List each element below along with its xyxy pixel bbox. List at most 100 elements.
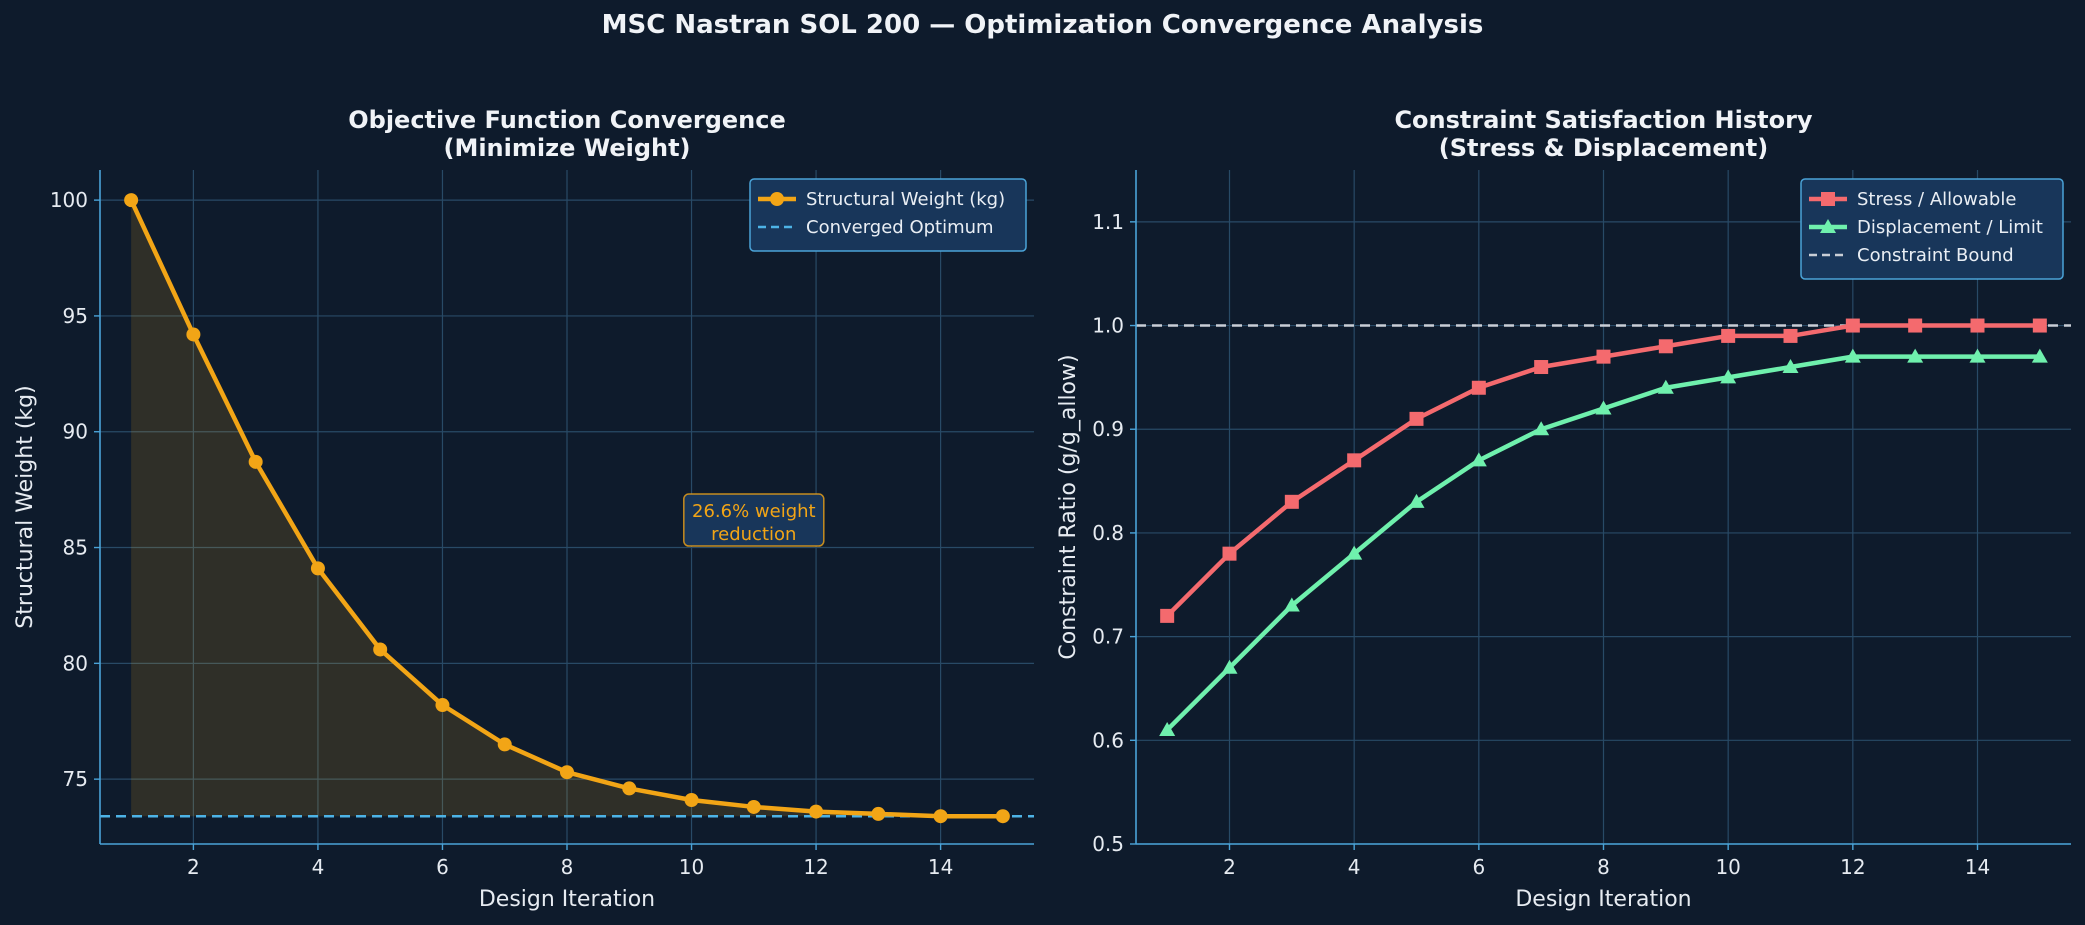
x-tick-label: 4	[312, 855, 325, 879]
data-point	[560, 765, 574, 780]
y-tick-label: 1.0	[1092, 314, 1124, 338]
y-tick-label: 0.7	[1092, 625, 1124, 649]
data-point	[435, 698, 450, 713]
data-point	[2031, 348, 2048, 363]
data-point	[1284, 494, 1299, 509]
data-point	[1844, 348, 1861, 363]
y-tick-label: 0.6	[1092, 728, 1124, 752]
legend-label: Structural Weight (kg)	[806, 189, 1005, 210]
data-point	[1159, 721, 1176, 736]
data-point	[1534, 360, 1549, 375]
data-point	[622, 781, 637, 796]
chart-subtitle: (Stress & Displacement)	[1439, 134, 1768, 162]
data-point	[1907, 348, 1924, 363]
data-point	[1346, 545, 1363, 560]
legend-entry: Constraint Bound	[1809, 245, 2014, 266]
data-point	[1908, 318, 1923, 333]
y-tick-label: 75	[63, 767, 88, 791]
x-tick-label: 12	[1840, 855, 1865, 879]
data-point	[1845, 318, 1860, 333]
data-point	[1595, 400, 1612, 415]
x-tick-label: 4	[1348, 855, 1361, 879]
legend-marker	[1820, 219, 1836, 233]
legend-label: Stress / Allowable	[1857, 189, 2016, 210]
data-point	[1657, 379, 1674, 394]
data-point	[1283, 597, 1300, 612]
x-tick-label: 14	[1965, 855, 1990, 879]
legend-label: Converged Optimum	[806, 217, 994, 238]
x-tick-label: 6	[1472, 855, 1485, 879]
x-tick-label: 2	[187, 855, 200, 879]
y-tick-label: 90	[63, 420, 88, 444]
data-point	[746, 799, 761, 814]
data-point	[1970, 318, 1985, 333]
legend-marker	[1821, 192, 1835, 206]
data-point	[1783, 328, 1798, 343]
legend-entry: Displacement / Limit	[1809, 217, 2043, 238]
x-axis-label: Design Iteration	[479, 887, 655, 912]
y-tick-label: 0.8	[1092, 521, 1124, 545]
data-point	[809, 804, 824, 819]
x-tick-label: 10	[1715, 855, 1740, 879]
y-tick-label: 95	[63, 304, 88, 328]
y-tick-label: 0.9	[1092, 417, 1124, 441]
data-point	[497, 737, 512, 752]
data-point	[186, 327, 201, 342]
annotation-text: 26.6% weight	[692, 501, 816, 522]
legend-box	[1800, 178, 2064, 280]
x-tick-label: 2	[1223, 855, 1236, 879]
x-tick-label: 8	[1597, 855, 1610, 879]
y-axis-label: Structural Weight (kg)	[13, 385, 38, 628]
y-tick-label: 1.1	[1092, 210, 1124, 234]
annotation-box	[683, 493, 825, 547]
legend-label: Displacement / Limit	[1857, 217, 2043, 238]
series-1	[1160, 318, 2047, 623]
legend: Stress / Allowable Displacement / Limit Co…	[1800, 178, 2064, 280]
data-point	[1409, 411, 1424, 426]
legend-label: Constraint Bound	[1857, 245, 2014, 266]
grid	[100, 170, 1034, 844]
chart-subtitle: (Minimize Weight)	[443, 134, 690, 162]
x-axis-label: Design Iteration	[1515, 887, 1691, 912]
data-point	[1160, 608, 1175, 623]
chart-title: Objective Function Convergence	[348, 106, 786, 134]
data-point	[1533, 421, 1550, 436]
data-point	[995, 809, 1010, 824]
legend-entry: Structural Weight (kg)	[758, 189, 1005, 210]
x-tick-label: 14	[928, 855, 953, 879]
data-point	[1470, 452, 1487, 467]
chart-panel-1: Objective Function Convergence(Minimize …	[13, 106, 1034, 912]
chart-title: Constraint Satisfaction History	[1394, 106, 1812, 134]
data-point	[248, 454, 263, 469]
x-tick-label: 12	[803, 855, 828, 879]
legend: Structural Weight (kg) Converged Optimum	[749, 178, 1027, 252]
data-point	[933, 809, 948, 824]
series-2	[1159, 348, 2048, 736]
series-1	[124, 193, 1010, 824]
data-point	[1408, 493, 1425, 508]
data-point	[1221, 659, 1238, 674]
y-tick-label: 85	[63, 536, 88, 560]
data-point	[1222, 546, 1237, 561]
legend-entry: Converged Optimum	[758, 217, 994, 238]
data-point	[1969, 348, 1986, 363]
data-point	[1347, 453, 1362, 468]
data-point	[373, 642, 388, 657]
chart-panel-2: Constraint Satisfaction History(Stress &…	[1056, 106, 2071, 912]
x-tick-label: 10	[679, 855, 704, 879]
y-tick-label: 100	[50, 188, 88, 212]
data-point	[1471, 380, 1486, 395]
data-point	[2032, 318, 2047, 333]
figure-title: MSC Nastran SOL 200 — Optimization Conve…	[601, 10, 1484, 40]
data-point	[310, 561, 325, 576]
legend-box	[749, 178, 1027, 252]
x-tick-label: 6	[436, 855, 449, 879]
data-point	[1782, 359, 1799, 374]
data-point	[1596, 349, 1611, 364]
data-point	[124, 193, 139, 208]
area-fill	[131, 200, 1003, 817]
y-tick-label: 80	[63, 651, 88, 675]
annotation-text: reduction	[711, 524, 796, 545]
